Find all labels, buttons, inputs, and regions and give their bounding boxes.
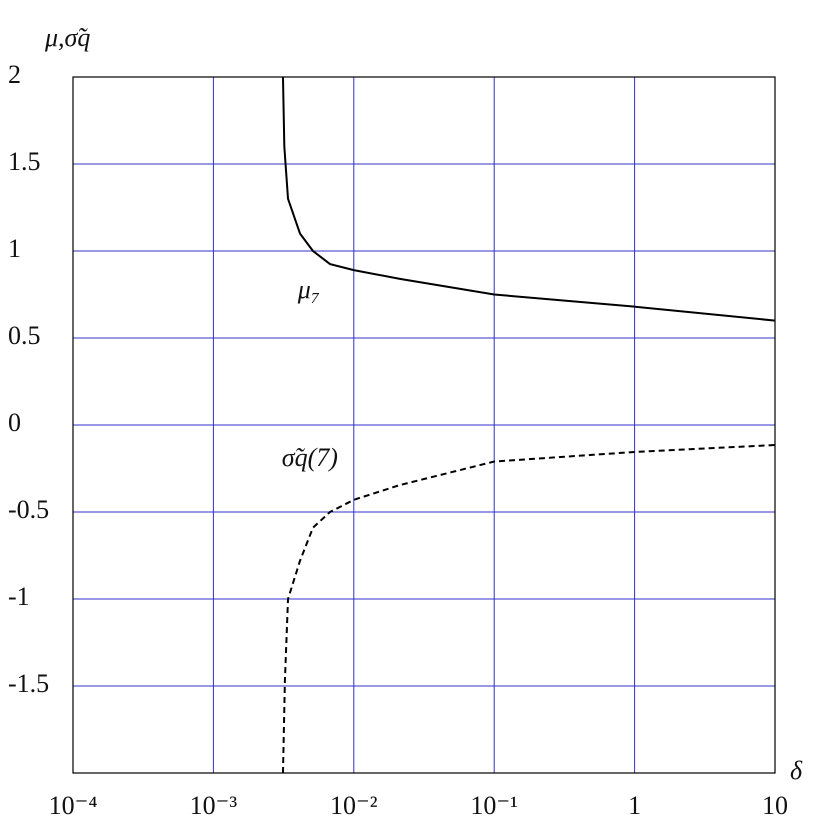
y-axis-label: μ,σ̃q [44,23,90,52]
series-line [281,76,776,322]
x-tick-label: 10⁻² [330,791,378,820]
plot-frame [72,76,776,774]
y-tick-label: 2 [8,60,21,89]
y-tick-label: -1.5 [8,669,49,698]
y-tick-label: 1.5 [8,147,41,176]
x-tick-label: 10 [762,791,788,820]
y-tick-label: -1 [8,582,30,611]
x-axis-label: δ [790,756,803,785]
y-tick-label: -0.5 [8,495,49,524]
x-tick-label: 10⁻⁴ [49,791,98,820]
y-tick-label: 1 [8,234,21,263]
x-tick-label: 10⁻³ [190,791,238,820]
y-tick-label: 0.5 [8,321,41,350]
series-line [281,444,776,774]
series-label: μ₇ [297,275,320,304]
x-tick-label: 10⁻¹ [470,791,518,820]
series-label: σ̃q(7) [282,443,338,472]
x-tick-label: 1 [628,791,641,820]
y-tick-label: 0 [8,408,21,437]
